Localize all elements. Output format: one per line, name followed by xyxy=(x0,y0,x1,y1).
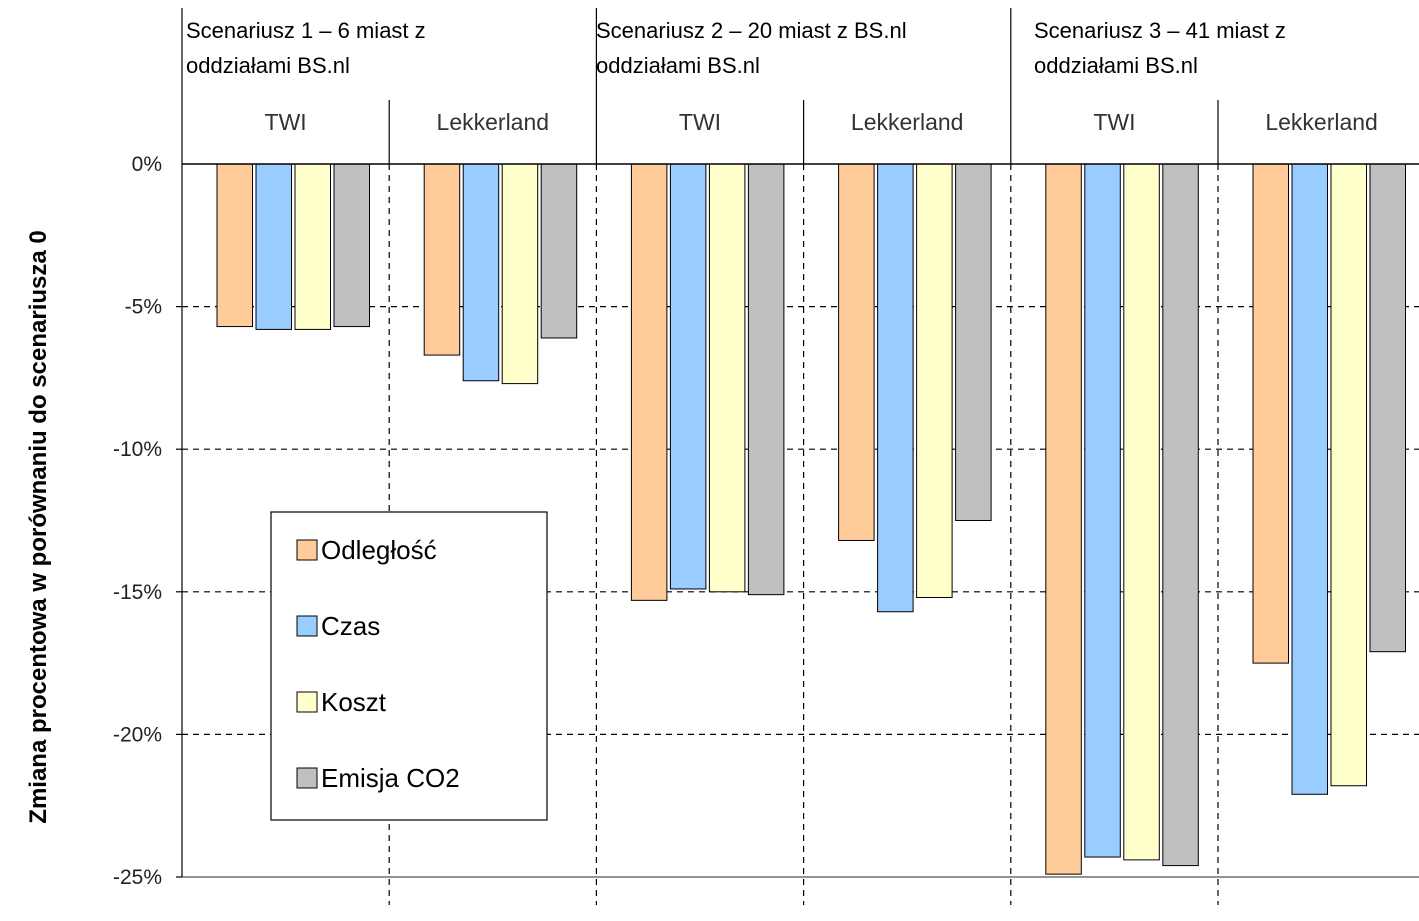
legend-swatch xyxy=(296,615,318,637)
bar xyxy=(216,163,253,328)
bar xyxy=(333,163,370,328)
y-tick-label: -10% xyxy=(113,438,162,461)
bar xyxy=(501,163,539,385)
bar xyxy=(838,163,875,541)
scenario-label: oddziałami BS.nl xyxy=(596,53,760,78)
y-tick-label: -20% xyxy=(113,723,162,746)
legend-label: Koszt xyxy=(321,687,387,717)
y-tick-label: -5% xyxy=(125,296,162,319)
axes xyxy=(176,8,1419,878)
scenario-label: Scenariusz 2 – 20 miast z BS.nl xyxy=(596,18,907,43)
bar xyxy=(669,163,707,590)
bar xyxy=(462,163,500,382)
category-label: Lekkerland xyxy=(1265,109,1378,135)
bar xyxy=(1123,163,1160,861)
bar xyxy=(630,163,668,601)
bar xyxy=(1252,163,1289,664)
scenario-label: Scenariusz 3 – 41 miast z xyxy=(1034,18,1286,43)
bar xyxy=(1291,163,1328,795)
scenario-label: Scenariusz 1 – 6 miast z xyxy=(186,18,426,43)
legend-label: Emisja CO2 xyxy=(321,763,460,793)
y-tick-label: -15% xyxy=(113,581,162,604)
legend-swatch xyxy=(296,691,318,713)
legend-label: Odległość xyxy=(321,535,437,565)
bar xyxy=(255,163,292,330)
bar xyxy=(877,163,914,613)
y-tick-label: -25% xyxy=(113,866,162,889)
legend-label: Czas xyxy=(321,611,380,641)
y-axis-title: Zmiana procentowa w porównaniu do scenar… xyxy=(25,230,52,823)
bar xyxy=(1162,163,1199,867)
labels: 0% -5% -10% -15% -20% -25% TWI Lekkerland TWI Lek… xyxy=(113,18,1378,889)
bar xyxy=(955,163,992,521)
bar xyxy=(294,163,331,330)
bar xyxy=(1045,163,1082,875)
legend-swatch xyxy=(296,539,318,561)
gridlines xyxy=(182,164,1419,905)
y-tick-label: 0% xyxy=(132,153,162,176)
scenario-label: oddziałami BS.nl xyxy=(186,53,350,78)
category-label: TWI xyxy=(1093,109,1135,135)
bar xyxy=(747,163,785,596)
category-label: TWI xyxy=(265,109,307,135)
bar xyxy=(1084,163,1121,858)
bar xyxy=(708,163,746,593)
legend: Odległość Czas Koszt Emisja CO2 xyxy=(270,511,548,821)
bar xyxy=(1330,163,1367,787)
bar xyxy=(540,163,578,339)
bars xyxy=(216,163,1406,875)
category-label: Lekkerland xyxy=(851,109,964,135)
category-label: TWI xyxy=(679,109,721,135)
category-label: Lekkerland xyxy=(437,109,550,135)
legend-swatch xyxy=(296,767,318,789)
bar xyxy=(916,163,953,599)
bar xyxy=(1369,163,1406,653)
scenario-label: oddziałami BS.nl xyxy=(1034,53,1198,78)
bar xyxy=(423,163,461,356)
